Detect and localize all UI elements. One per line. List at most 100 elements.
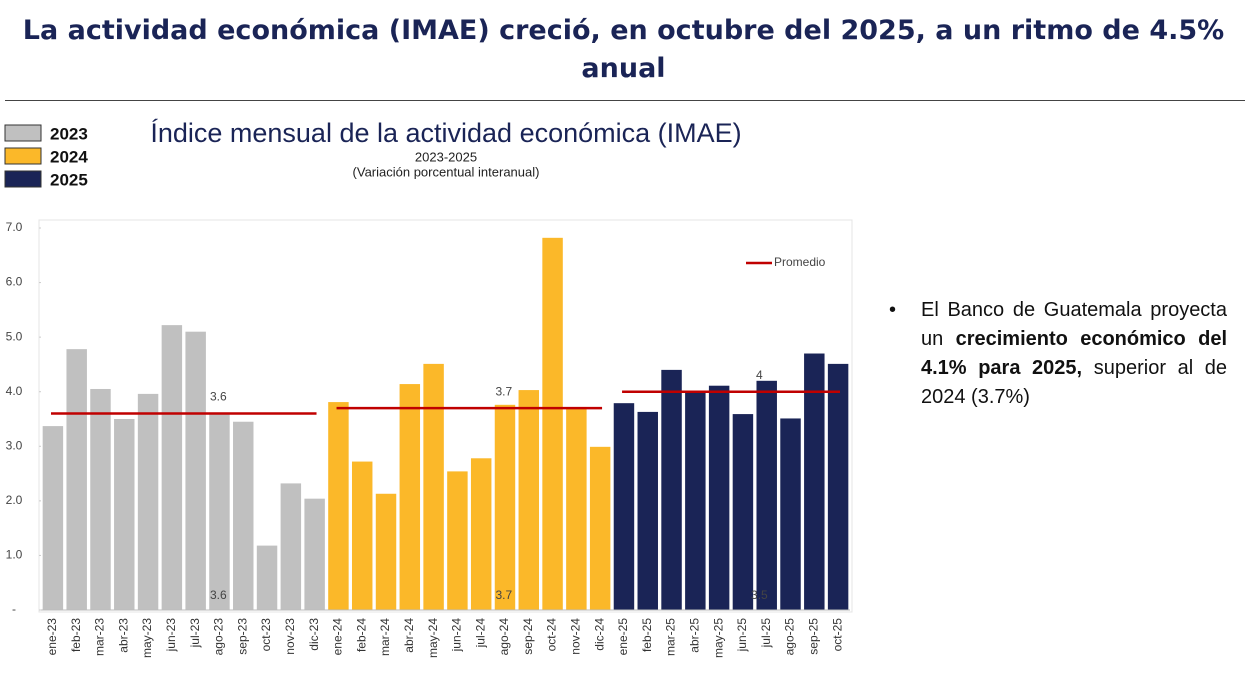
chart-subtitle: (Variación porcentual interanual) [353,164,540,179]
base-label: 3.6 [210,588,227,602]
x-tick-label: sep-24 [521,618,535,655]
bar [185,331,206,610]
average-label: 3.6 [210,390,227,404]
bar [566,406,587,610]
x-tick-label: ago-24 [497,618,511,656]
x-tick-label: ago-25 [783,618,797,656]
average-label: 3.7 [495,384,512,398]
bar [661,369,682,610]
bar [518,390,540,610]
y-tick-label: 2.0 [6,493,23,507]
y-tick-label: 7.0 [6,220,23,234]
note-text: superior al de 2024 (3.7%) [921,357,1228,408]
x-tick-label: ene-24 [331,618,345,656]
note-text: El Banco de Guatemala proyecta un crecim… [921,296,1227,412]
chart-title: Índice mensual de la actividad económica… [150,118,741,148]
bar [613,403,635,610]
x-tick-label: feb-24 [354,618,368,652]
x-tick-label: ene-25 [616,618,630,656]
x-tick-label: sep-25 [806,618,820,655]
x-tick-label: nov-24 [569,618,583,655]
x-tick-label: mar-24 [378,618,392,656]
legend-average-label: Promedio [774,255,826,269]
legend-label: 2023 [50,124,88,143]
bar [423,363,444,610]
legend-label: 2024 [50,147,88,166]
bar [42,426,64,610]
bar [780,418,801,610]
bar [756,380,777,610]
bar [351,461,373,610]
bar [589,446,611,610]
x-tick-label: jun-25 [735,618,749,653]
x-tick-label: may-25 [711,618,725,658]
x-tick-label: sep-23 [235,618,249,655]
bar [161,325,183,610]
bar [470,458,492,610]
y-tick-label: 1.0 [6,548,23,562]
x-tick-label: abr-24 [402,618,416,653]
x-tick-label: jun-23 [164,618,178,653]
x-tick-label: oct-23 [259,618,273,652]
x-tick-label: abr-23 [116,618,130,653]
y-tick-label: 5.0 [6,329,23,343]
legend-label: 2025 [50,170,88,189]
legend-swatch [4,147,42,165]
x-tick-label: abr-25 [688,618,702,653]
bar [494,404,516,610]
y-tick-label: - [12,602,16,616]
x-tick-label: ene-23 [45,618,59,656]
bar [90,388,111,610]
x-tick-label: mar-23 [93,618,107,656]
bar [732,414,754,610]
bar [256,545,278,610]
x-tick-label: jul-24 [473,618,487,649]
bar [209,412,230,610]
bar [280,483,302,610]
bar [66,349,87,610]
bar [399,384,421,610]
bullet: • [889,299,897,321]
bar [375,493,397,610]
legend-swatch [4,124,42,142]
bar [447,471,468,610]
x-tick-label: oct-24 [545,618,559,652]
bar [637,411,658,610]
chart-subtitle: 2023-2025 [415,149,477,164]
plot-frame [38,219,853,613]
bar [304,498,325,610]
base-label: 3.7 [495,588,512,602]
bar [804,353,825,610]
slide-title: La actividad económica (IMAE) creció, en… [22,15,1225,84]
y-tick-label: 6.0 [6,275,23,289]
x-tick-label: jun-24 [450,618,464,653]
x-tick-label: may-23 [140,618,154,658]
y-tick-label: 3.0 [6,438,23,452]
x-tick-label: dic-23 [307,618,321,651]
bar [827,363,849,610]
y-tick-label: 4.0 [6,384,23,398]
average-label: 4 [756,368,763,382]
bar [233,421,254,610]
x-tick-label: feb-25 [640,618,654,652]
x-tick-label: feb-23 [69,618,83,652]
x-tick-label: jul-23 [188,618,202,649]
note-bold: crecimiento económico del 4.1% para 2025… [921,328,1227,379]
bar [542,237,563,610]
bar [708,385,730,610]
x-tick-label: nov-23 [283,618,297,655]
x-tick-label: dic-24 [592,618,606,651]
note-text: El Banco de Guatemala proyecta un [921,299,1227,350]
x-tick-label: jul-25 [759,618,773,649]
bar [137,393,159,610]
x-tick-label: may-24 [426,618,440,658]
bar [114,419,135,610]
x-tick-label: mar-25 [664,618,678,656]
x-tick-label: ago-23 [212,618,226,656]
base-label: 3.5 [751,588,768,602]
x-tick-label: oct-25 [830,618,844,652]
note: • El Banco de Guatemala proyecta un creci… [889,296,1227,412]
legend-swatch [4,170,42,188]
